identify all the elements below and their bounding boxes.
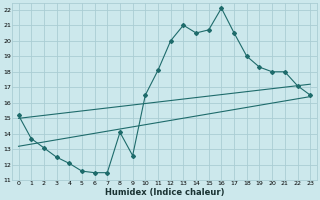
X-axis label: Humidex (Indice chaleur): Humidex (Indice chaleur) [105, 188, 224, 197]
